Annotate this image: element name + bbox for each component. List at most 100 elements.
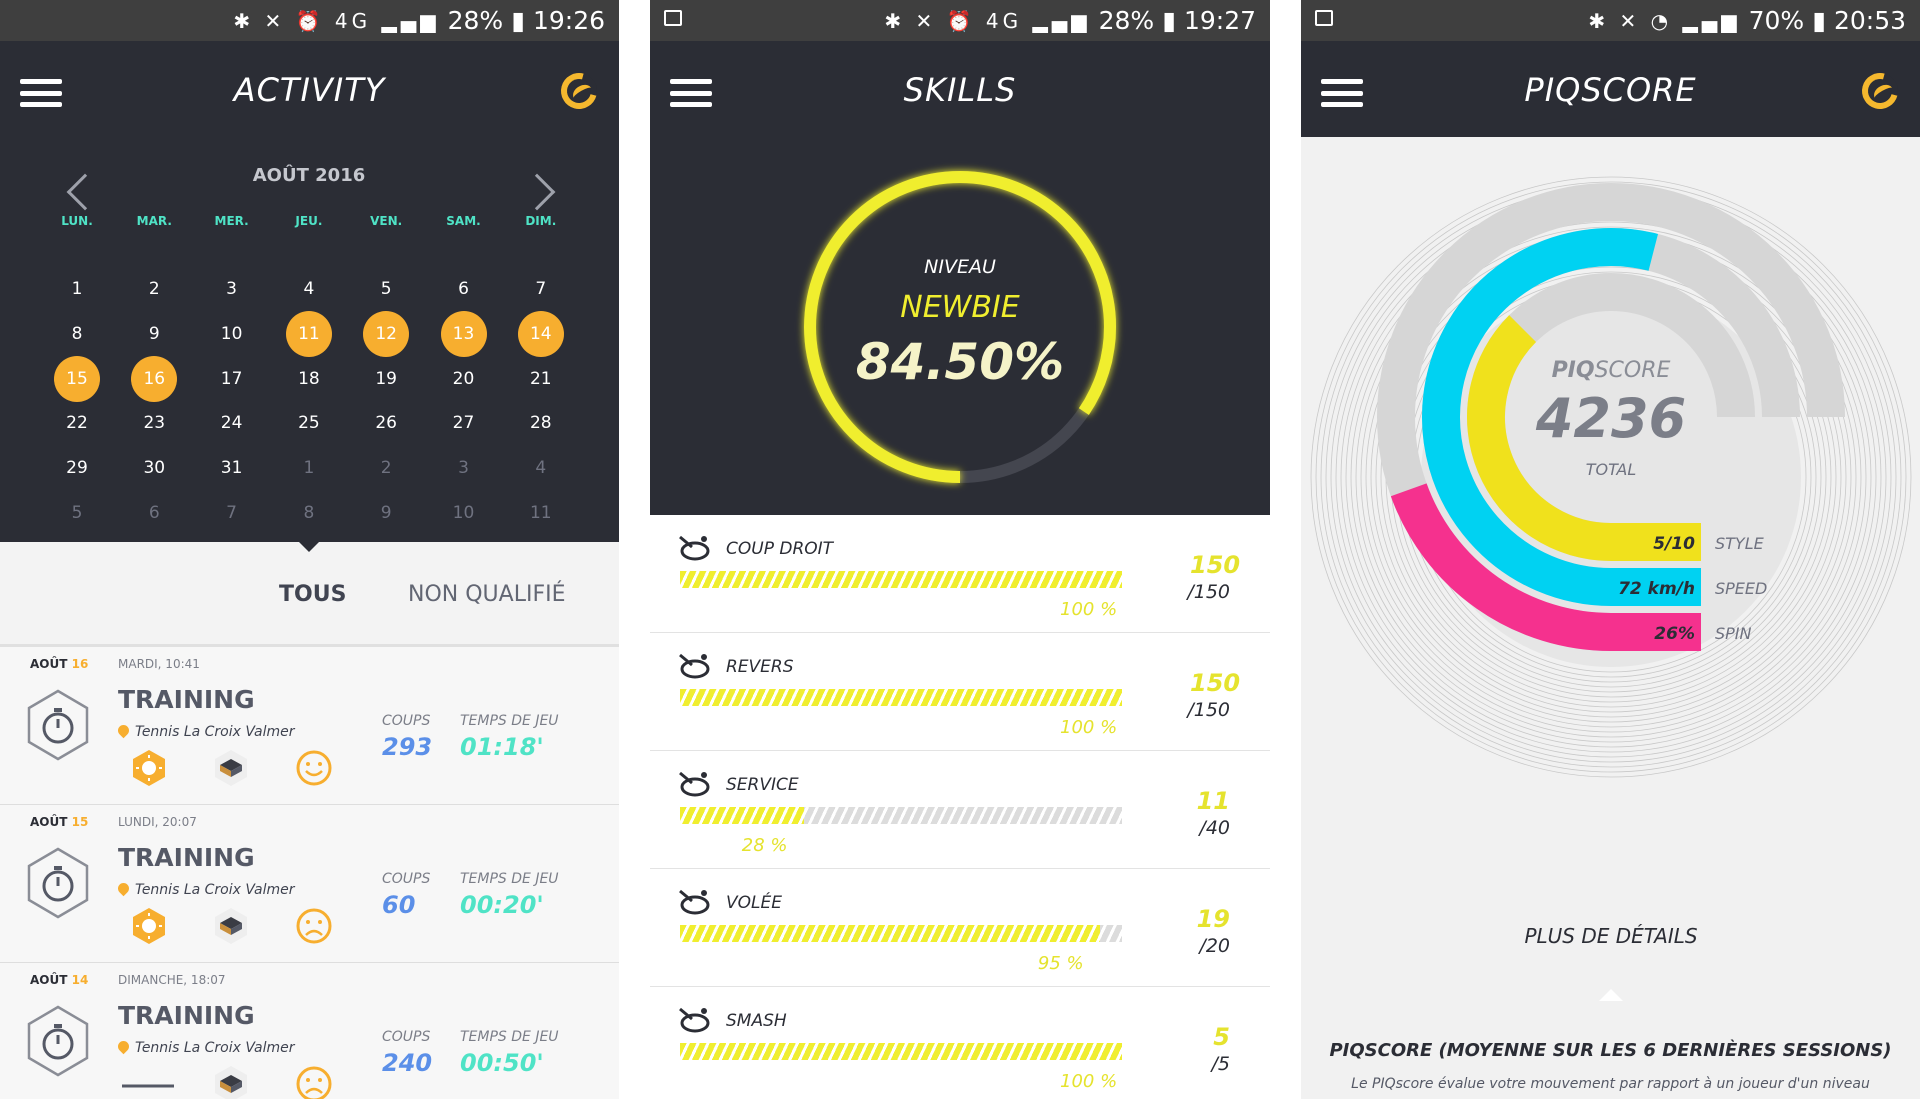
menu-icon[interactable]	[20, 79, 62, 107]
calendar-day[interactable]: 16	[131, 355, 178, 402]
calendar-day[interactable]: 6	[148, 503, 160, 523]
skill-total: /40	[1199, 817, 1230, 839]
skill-list: COUP DROIT 100 % 150/150 REVERS 100 % 150/150…	[650, 515, 1270, 1099]
calendar-day[interactable]: 5	[380, 279, 392, 299]
calendar-day[interactable]: 10	[220, 323, 243, 344]
calendar-day[interactable]: 7	[535, 279, 547, 299]
clock: 20:53	[1833, 6, 1906, 35]
session-item[interactable]: AOÛT 15 LUNDI, 20:07 TRAINING Tennis La Cro…	[0, 805, 619, 963]
status-bar: ✱ ✕ ⏰ 4G ▂▄▆ 28% ▮ 19:26	[0, 0, 619, 41]
calendar-day[interactable]: 6	[458, 279, 469, 299]
session-weekday-time: DIMANCHE, 18:07	[118, 973, 226, 987]
metric-label: SPIN	[1715, 624, 1752, 643]
skill-progress-bar	[680, 925, 1122, 942]
calendar-day[interactable]: 2	[380, 458, 392, 479]
session-date: AOÛT 14	[30, 973, 88, 987]
weather-none-icon	[122, 1065, 174, 1099]
skill-progress-fill	[680, 571, 1122, 588]
skill-percent: 100 %	[1060, 1071, 1118, 1092]
calendar-day[interactable]: 3	[226, 279, 237, 299]
skill-row[interactable]: REVERS 100 % 150/150	[650, 633, 1270, 751]
skill-progress-fill	[680, 925, 1100, 942]
battery-level: 28%	[1098, 6, 1155, 35]
calendar-day[interactable]: 10	[452, 503, 475, 523]
calendar-day[interactable]: 20	[452, 368, 475, 389]
calendar-day[interactable]: 11	[529, 503, 552, 523]
menu-icon[interactable]	[1321, 79, 1363, 107]
filter-all-tab[interactable]: TOUS	[279, 582, 347, 607]
weather-sun-icon	[130, 749, 168, 787]
calendar-day[interactable]: 1	[303, 458, 315, 479]
calendar-day[interactable]: 8	[303, 503, 315, 523]
weekday-label: MAR.	[136, 214, 172, 228]
calendar-day[interactable]: 25	[298, 413, 320, 434]
calendar-day[interactable]: 4	[303, 279, 315, 299]
calendar-day[interactable]: 24	[220, 413, 243, 434]
calendar-day[interactable]: 27	[452, 413, 475, 434]
menu-icon[interactable]	[670, 79, 712, 107]
calendar-day[interactable]: 4	[535, 458, 547, 479]
calendar-day[interactable]: 30	[143, 458, 166, 479]
coups-label: COUPS	[382, 871, 431, 887]
backhand-icon	[678, 651, 712, 681]
calendar-day[interactable]: 8	[71, 323, 83, 344]
calendar-day[interactable]: 3	[458, 458, 469, 479]
status-icons: ✱ ✕ ◔ ▂▄▆	[1588, 8, 1741, 33]
skill-name: COUP DROIT	[726, 539, 834, 559]
filter-unqualified-tab[interactable]: NON QUALIFIÉ	[408, 582, 566, 607]
calendar-day[interactable]: 31	[220, 458, 243, 479]
skill-row[interactable]: COUP DROIT 100 % 150/150	[650, 515, 1270, 633]
calendar-day[interactable]: 5	[71, 503, 83, 523]
page-title: SKILLS	[903, 71, 1017, 109]
calendar-day[interactable]: 7	[226, 503, 237, 523]
coups-value: 60	[382, 891, 416, 919]
level-gauge	[804, 171, 1116, 483]
skill-row[interactable]: SMASH 100 % 5/5	[650, 987, 1270, 1099]
court-surface-icon	[212, 1065, 250, 1099]
session-type: TRAINING	[118, 1001, 255, 1030]
calendar-day[interactable]: 23	[143, 413, 166, 434]
calendar-day[interactable]: 22	[66, 413, 88, 434]
app-bar: PIQSCORE	[1301, 41, 1920, 137]
page-title: ACTIVITY	[233, 71, 386, 109]
calendar-day[interactable]: 17	[220, 368, 243, 389]
calendar-day[interactable]: 28	[529, 413, 552, 434]
metric-bar-spin	[1611, 613, 1701, 651]
location-pin-icon	[115, 1038, 132, 1055]
calendar-day[interactable]: 9	[380, 503, 392, 523]
calendar: AOÛT 2016 LUN. MAR. MER. JEU. VEN. SAM. DIM. 1…	[0, 137, 619, 552]
play-time-value: 00:50'	[460, 1049, 544, 1077]
calendar-day[interactable]: 11	[285, 310, 332, 357]
skill-row[interactable]: SERVICE 28 % 11/40	[650, 751, 1270, 869]
skill-score: 5	[1213, 1023, 1230, 1051]
session-weekday-time: MARDI, 10:41	[118, 657, 200, 671]
session-item[interactable]: AOÛT 14 DIMANCHE, 18:07 TRAINING Tennis La …	[0, 963, 619, 1099]
session-location: Tennis La Croix Valmer	[115, 1038, 295, 1056]
calendar-day[interactable]: 2	[148, 279, 160, 299]
skill-row[interactable]: VOLÉE 95 % 19/20	[650, 869, 1270, 987]
calendar-day[interactable]: 21	[529, 368, 552, 389]
session-type: TRAINING	[118, 685, 255, 714]
session-day: 14	[71, 973, 89, 987]
session-item[interactable]: AOÛT 16 MARDI, 10:41 TRAINING Tennis La Cro…	[0, 647, 619, 805]
piqscore-description: Le PIQscore évalue votre mouvement par r…	[1351, 1076, 1870, 1092]
calendar-day[interactable]: 26	[375, 413, 397, 434]
piqscore-chart: 26% SPIN 72 km/h SPEED 5/10 STYLE PIQSCORE 4236…	[1310, 176, 1912, 1001]
calendar-day[interactable]: 1	[71, 279, 83, 299]
calendar-day[interactable]: 18	[298, 368, 320, 389]
calendar-day[interactable]: 29	[66, 458, 88, 479]
level-gauge-panel: NIVEAU NEWBIE 84.50%	[650, 137, 1270, 515]
stopwatch-icon	[26, 847, 90, 919]
contour-line	[1315, 181, 1907, 773]
calendar-day[interactable]: 19	[375, 368, 397, 389]
gallery-notification-icon	[1315, 10, 1333, 26]
skill-percent: 95 %	[1037, 953, 1084, 974]
details-button[interactable]: PLUS DE DÉTAILS	[1524, 924, 1697, 948]
calendar-day[interactable]: 13	[440, 310, 487, 357]
skill-score: 19	[1196, 905, 1230, 933]
calendar-day[interactable]: 9	[148, 323, 160, 344]
calendar-day[interactable]: 14	[517, 310, 564, 357]
calendar-day[interactable]: 12	[363, 310, 410, 357]
calendar-day[interactable]: 15	[54, 355, 100, 402]
weekday-label: LUN.	[61, 214, 93, 228]
